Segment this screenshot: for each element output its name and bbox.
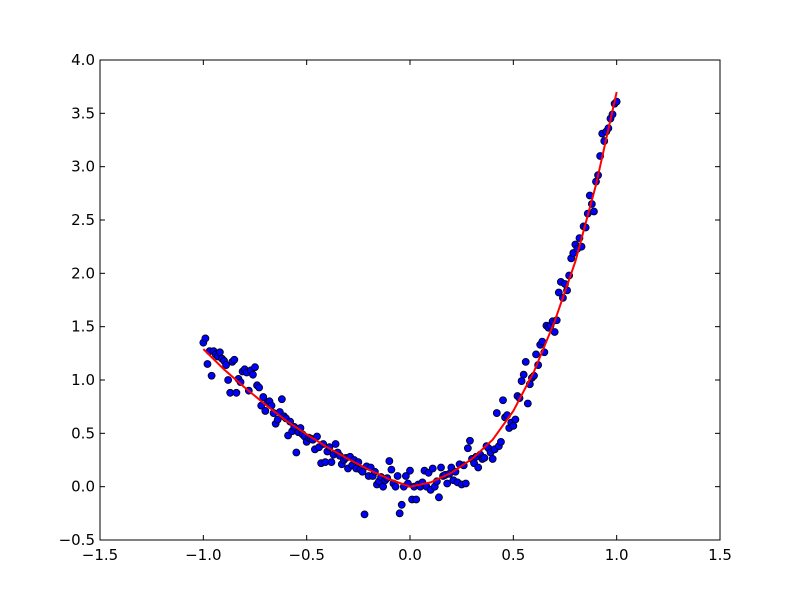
scatter-point [497,437,505,446]
scatter-point [590,207,598,216]
y-tick-label: 2.0 [71,264,95,282]
scatter-point [397,500,406,509]
scatter-point [207,371,216,380]
scatter-point [251,363,259,372]
scatter-point [532,350,540,359]
y-tick-label: 1.0 [71,371,95,389]
scatter-point [393,472,402,480]
scatter-point [230,355,239,364]
scatter-point [277,395,286,404]
scatter-point [435,493,443,502]
scatter-point [406,466,414,475]
fit-line [202,91,618,488]
scatter-point [331,440,340,448]
x-tick-label: 0.0 [398,546,422,564]
scatter-point [480,453,489,462]
scatter-point [215,348,224,357]
scatter-point [379,482,388,491]
scatter-point [401,472,410,480]
scatter-point [236,378,245,387]
scatter-point [249,370,257,379]
scatter-point [327,458,336,467]
scatter-point [387,465,396,474]
y-tick-label: 0.5 [71,424,95,442]
scatter-point [461,479,470,488]
scatter-point [261,407,270,415]
y-tick-label: 3.5 [71,104,95,122]
scatter-point [395,509,404,518]
scatter-point [412,495,421,504]
scatter-point [523,399,532,408]
y-tick-label: 1.5 [71,318,95,336]
scatter-point [292,448,301,457]
scatter-point [385,457,394,465]
scatter-point [492,409,501,417]
scatter-point [519,370,528,379]
y-tick-label: 3.0 [71,158,95,176]
scatter-point [509,421,518,430]
plot-frame [99,59,721,541]
y-tick-label: 0.0 [71,478,95,496]
scatter-point [201,334,210,343]
scatter-point [259,393,268,401]
scatter-points [199,97,621,519]
scatter-point [360,510,369,519]
scatter-point [511,415,520,424]
scatter-point [474,463,483,472]
scatter-point [222,361,230,369]
scatter-point [437,463,445,472]
scatter-point [224,376,233,384]
x-tick-label: −1.5 [82,546,118,564]
scatter-point [517,377,526,385]
scatter-point [273,415,282,424]
y-tick-label: 4.0 [71,51,95,69]
scatter-point [255,383,264,392]
scatter-point [232,388,241,397]
scatter-point [203,360,212,368]
scatter-point [463,444,472,453]
y-axis-ticks: −0.5 0.0 0.5 1.0 1.5 2.0 2.5 3.0 3.5 4.0 [59,51,720,549]
y-tick-label: 2.5 [71,211,95,229]
x-tick-label: −1.0 [185,546,221,564]
scatter-point [554,288,563,297]
scatter-point [499,396,507,405]
x-tick-label: 0.5 [501,546,525,564]
x-axis-ticks: −1.5 −1.0 −0.5 0.0 0.5 1.0 1.5 [82,60,732,564]
scatter-point [428,464,437,473]
scatter-point [466,436,474,445]
x-tick-label: 1.0 [605,546,629,564]
x-tick-label: −0.5 [288,546,324,564]
x-tick-label: 1.5 [708,546,732,564]
scatter-point [391,482,400,491]
scatter-point [358,467,367,476]
scatter-point [521,357,530,366]
scatter-point [443,479,452,488]
scatter-point [488,455,497,463]
y-tick-label: −0.5 [59,531,95,549]
